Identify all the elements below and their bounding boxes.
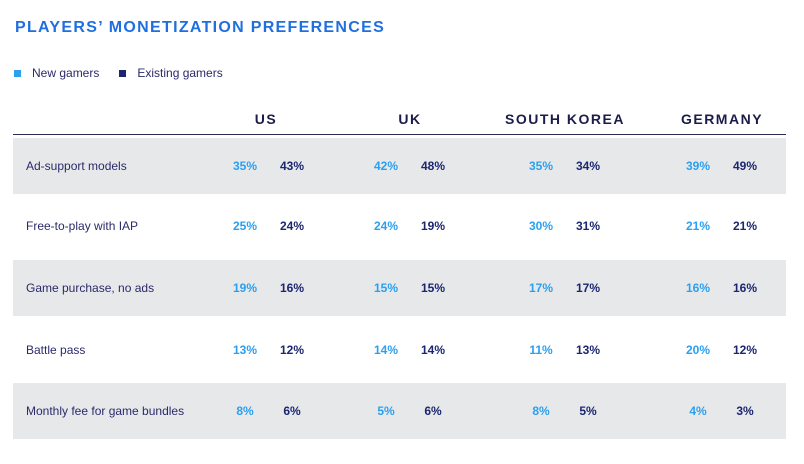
value-existing-gamers: 17% [575,281,601,295]
value-new-gamers: 30% [528,219,554,233]
value-existing-gamers: 14% [420,343,446,357]
value-existing-gamers: 48% [420,159,446,173]
value-existing-gamers: 19% [420,219,446,233]
value-new-gamers: 11% [529,343,553,357]
value-new-gamers: 25% [232,219,258,233]
value-existing-gamers: 24% [279,219,305,233]
value-existing-gamers: 16% [732,281,758,295]
header-divider [13,134,786,135]
value-existing-gamers: 15% [420,281,446,295]
value-new-gamers: 13% [232,343,258,357]
value-new-gamers: 5% [377,404,395,418]
table-row: Battle pass 13% 12% 14% 14% 11% 13% 20% 12% [13,322,786,378]
legend-label-existing: Existing gamers [137,66,223,80]
value-new-gamers: 16% [685,281,711,295]
column-header-south-korea: SOUTH KOREA [505,111,625,127]
row-label: Battle pass [26,343,86,357]
value-new-gamers: 20% [685,343,711,357]
value-existing-gamers: 12% [732,343,758,357]
value-new-gamers: 24% [373,219,399,233]
value-new-gamers: 21% [685,219,711,233]
value-new-gamers: 35% [528,159,554,173]
value-existing-gamers: 49% [732,159,758,173]
value-new-gamers: 14% [373,343,399,357]
column-header-uk: UK [398,111,422,127]
value-existing-gamers: 43% [279,159,305,173]
value-existing-gamers: 3% [736,404,754,418]
table-row: Game purchase, no ads 19% 16% 15% 15% 17% 17% 1… [13,260,786,316]
row-label: Monthly fee for game bundles [26,404,185,418]
legend-label-new: New gamers [32,66,100,80]
column-headers: US UK SOUTH KOREA GERMANY [0,111,804,131]
value-new-gamers: 42% [373,159,399,173]
table-row: Free-to-play with IAP 25% 24% 24% 19% 30% 31% 2… [13,198,786,254]
value-new-gamers: 8% [236,404,254,418]
value-existing-gamers: 21% [732,219,758,233]
legend-item-new: New gamers [14,66,99,80]
value-new-gamers: 8% [532,404,550,418]
value-new-gamers: 4% [689,404,707,418]
legend-item-existing: Existing gamers [119,66,223,80]
legend-swatch-existing [119,69,127,77]
row-label: Game purchase, no ads [26,281,155,295]
column-header-us: US [254,111,278,127]
value-new-gamers: 19% [232,281,258,295]
value-new-gamers: 17% [528,281,554,295]
value-existing-gamers: 6% [283,404,301,418]
legend: New gamers Existing gamers [14,66,223,80]
table-row: Monthly fee for game bundles 8% 6% 5% 6% 8% 5%… [13,383,786,439]
table-row: Ad-support models 35% 43% 42% 48% 35% 34% 39% 49… [13,138,786,194]
legend-swatch-new [14,69,21,77]
value-new-gamers: 35% [232,159,258,173]
value-existing-gamers: 34% [575,159,601,173]
value-existing-gamers: 16% [279,281,305,295]
chart-title: PLAYERS’ MONETIZATION PREFERENCES [15,19,386,36]
row-label: Ad-support models [26,159,127,173]
value-existing-gamers: 13% [575,343,601,357]
value-new-gamers: 15% [373,281,399,295]
value-existing-gamers: 31% [575,219,601,233]
value-existing-gamers: 12% [279,343,305,357]
value-existing-gamers: 6% [424,404,442,418]
value-new-gamers: 39% [685,159,711,173]
column-header-germany: GERMANY [680,111,764,127]
row-label: Free-to-play with IAP [26,219,139,233]
value-existing-gamers: 5% [579,404,597,418]
